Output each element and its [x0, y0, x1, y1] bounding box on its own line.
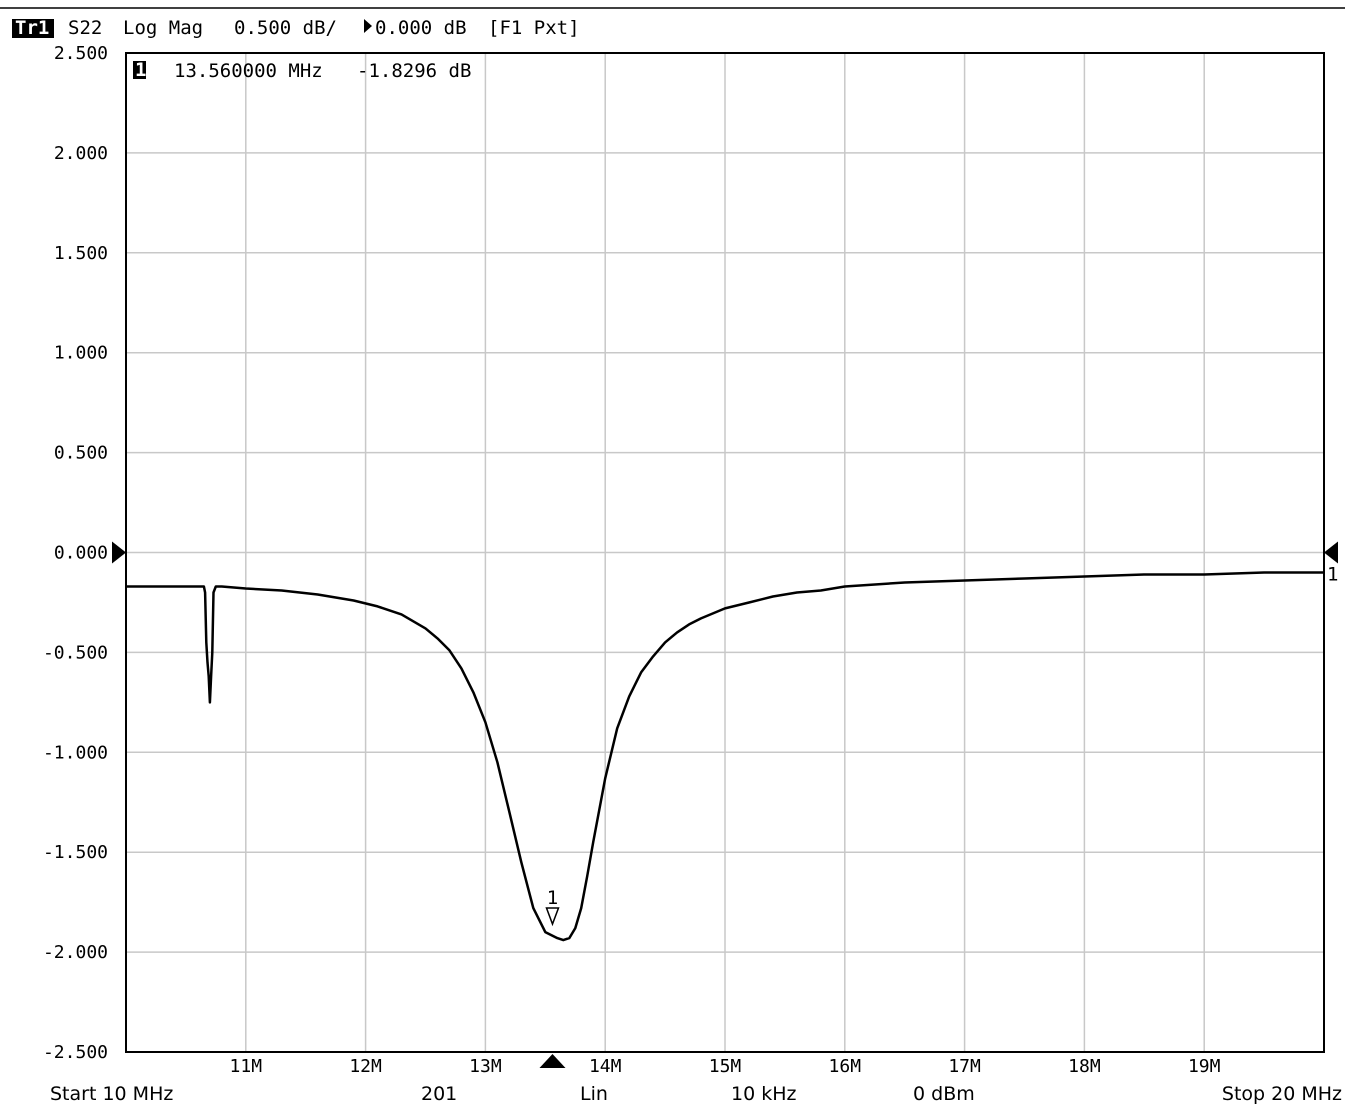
scale-label[interactable]: 0.500 dB/ — [234, 17, 337, 39]
source-power[interactable]: 0 dBm — [913, 1083, 975, 1105]
markers: 1 — [545, 887, 560, 927]
marker-readout-value: -1.8296 dB — [357, 60, 471, 82]
x-tick-label: 13M — [469, 1056, 502, 1077]
y-tick-label: -2.500 — [43, 1042, 108, 1063]
marker-label: 1 — [547, 887, 558, 909]
start-frequency[interactable]: Start 10 MHz — [50, 1083, 173, 1105]
reference-arrow-icon — [364, 19, 372, 33]
reference-level-right-icon[interactable] — [1324, 541, 1338, 564]
format-label[interactable]: Log Mag — [123, 17, 203, 39]
marker-icon[interactable] — [545, 907, 560, 927]
x-tick-label: 14M — [589, 1056, 622, 1077]
x-tick-label: 16M — [829, 1056, 862, 1077]
x-tick-label: 18M — [1068, 1056, 1101, 1077]
x-tick-label: 12M — [349, 1056, 382, 1077]
sweep-points[interactable]: 201 — [421, 1083, 457, 1105]
y-tick-label: 1.500 — [54, 243, 108, 264]
y-tick-label: 1.000 — [54, 343, 108, 364]
plot-area[interactable]: 2.500 2.000 1.500 1.000 0.500 0.000 -0.500 -1.0… — [43, 43, 1325, 1077]
trace-line — [126, 571, 1324, 942]
x-tick-label: 19M — [1188, 1056, 1221, 1077]
footer: Start 10 MHz 201 Lin 10 kHz 0 dBm Stop 2… — [50, 1083, 1342, 1105]
grid — [126, 53, 1324, 1052]
y-tick-label: -1.500 — [43, 842, 108, 863]
sweep-type[interactable]: Lin — [580, 1083, 608, 1105]
x-tick-label: 15M — [709, 1056, 742, 1077]
x-tick-label: 11M — [230, 1056, 263, 1077]
trace-badge-bg[interactable] — [12, 19, 54, 38]
y-tick-label: 2.500 — [54, 43, 108, 64]
y-tick-label: -0.500 — [43, 642, 108, 663]
x-tick-label: 17M — [948, 1056, 981, 1077]
marker-readout-frequency: 13.560000 MHz — [174, 60, 323, 82]
stop-frequency[interactable]: Stop 20 MHz — [1222, 1083, 1342, 1105]
reference-label[interactable]: 0.000 dB — [375, 17, 467, 39]
y-tick-label: -1.000 — [43, 742, 108, 763]
y-tick-label: -2.000 — [43, 942, 108, 963]
trace-badge[interactable]: Tr1 — [15, 17, 49, 39]
y-tick-label: 2.000 — [54, 143, 108, 164]
trace-end-label: 1 — [1327, 563, 1338, 585]
y-tick-label: 0.500 — [54, 443, 108, 464]
y-tick-labels: 2.500 2.000 1.500 1.000 0.500 0.000 -0.500 -1.0… — [43, 43, 108, 1063]
marker-readout-index-bg — [133, 61, 146, 79]
reference-level-left-icon[interactable] — [112, 541, 126, 564]
x-tick-labels: 11M 12M 13M 14M 15M 16M 17M 18M 19M — [230, 1056, 1221, 1077]
channel-info-label: [F1 Pxt] — [488, 17, 580, 39]
parameter-label[interactable]: S22 — [68, 17, 102, 39]
marker-readout: 1 13.560000 MHz -1.8296 dB — [133, 59, 471, 82]
active-marker-icon[interactable] — [539, 1054, 566, 1068]
if-bandwidth[interactable]: 10 kHz — [731, 1083, 797, 1105]
header: Tr1 S22 Log Mag 0.500 dB/ 0.000 dB [F1 P… — [12, 17, 580, 39]
y-tick-label: 0.000 — [54, 543, 108, 564]
marker-readout-index: 1 — [135, 59, 146, 81]
